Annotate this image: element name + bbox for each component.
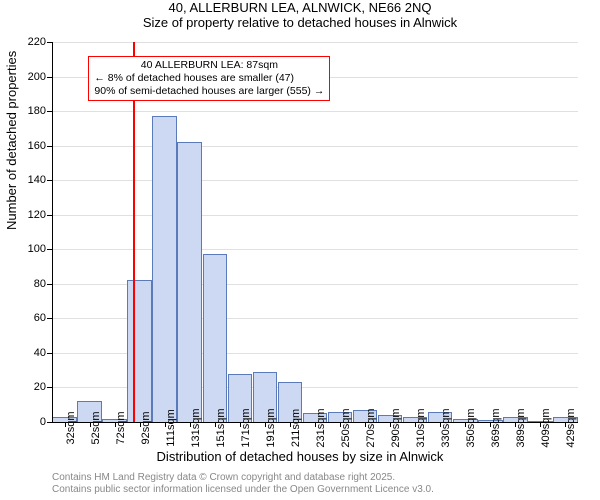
x-axis-line: [52, 422, 578, 423]
xtick-label: 52sqm: [90, 411, 102, 444]
xtick-label: 72sqm: [115, 411, 127, 444]
xtick-label: 191sqm: [265, 408, 277, 447]
xtick-label: 429sqm: [565, 408, 577, 447]
bar: [127, 280, 152, 422]
footer-attribution: Contains HM Land Registry data © Crown c…: [52, 472, 434, 496]
xtick-label: 389sqm: [515, 408, 527, 447]
ytick-label: 180: [28, 105, 46, 117]
xtick-label: 310sqm: [415, 408, 427, 447]
xtick-label: 111sqm: [165, 409, 177, 447]
gridline-h: [52, 249, 578, 250]
ytick-label: 60: [34, 312, 46, 324]
y-axis-line: [52, 42, 53, 422]
y-axis-label: Number of detached properties: [4, 51, 19, 230]
xtick-label: 211sqm: [290, 409, 302, 447]
annotation-line: 90% of semi-detached houses are larger (…: [94, 85, 324, 98]
plot-area: 02040608010012014016018020022032sqm52sqm…: [52, 42, 578, 422]
xtick-label: 290sqm: [390, 408, 402, 447]
xtick-label: 32sqm: [65, 411, 77, 444]
gridline-h: [52, 146, 578, 147]
ytick-label: 20: [34, 381, 46, 393]
annotation-box: 40 ALLERBURN LEA: 87sqm← 8% of detached …: [88, 56, 330, 101]
xtick-label: 231sqm: [315, 408, 327, 447]
footer-line1: Contains HM Land Registry data © Crown c…: [52, 472, 434, 484]
ytick-label: 220: [28, 36, 46, 48]
xtick-label: 250sqm: [340, 408, 352, 447]
ytick-label: 40: [34, 347, 46, 359]
ytick-label: 80: [34, 278, 46, 290]
bar: [177, 142, 202, 422]
gridline-h: [52, 42, 578, 43]
bar: [203, 254, 228, 422]
xtick-label: 131sqm: [190, 408, 202, 447]
xtick-label: 369sqm: [490, 408, 502, 447]
ytick-label: 160: [28, 140, 46, 152]
xtick-label: 409sqm: [540, 408, 552, 447]
chart-container: 40, ALLERBURN LEA, ALNWICK, NE66 2NQ Siz…: [0, 0, 600, 500]
chart-title-line1: 40, ALLERBURN LEA, ALNWICK, NE66 2NQ: [0, 0, 600, 15]
ytick-label: 200: [28, 71, 46, 83]
gridline-h: [52, 180, 578, 181]
gridline-h: [52, 111, 578, 112]
xtick-label: 171sqm: [240, 408, 252, 447]
xtick-label: 350sqm: [465, 408, 477, 447]
chart-title-line2: Size of property relative to detached ho…: [0, 15, 600, 30]
gridline-h: [52, 215, 578, 216]
footer-line2: Contains public sector information licen…: [52, 484, 434, 496]
xtick-label: 270sqm: [365, 408, 377, 447]
xtick-label: 151sqm: [215, 408, 227, 447]
xtick-label: 92sqm: [140, 411, 152, 444]
ytick-label: 0: [40, 416, 46, 428]
ytick-label: 140: [28, 174, 46, 186]
annotation-line: ← 8% of detached houses are smaller (47): [94, 72, 324, 85]
ytick-label: 100: [28, 243, 46, 255]
annotation-line: 40 ALLERBURN LEA: 87sqm: [94, 59, 324, 72]
bar: [152, 116, 177, 422]
x-axis-label: Distribution of detached houses by size …: [0, 449, 600, 464]
xtick-label: 330sqm: [440, 408, 452, 447]
ytick-label: 120: [28, 209, 46, 221]
